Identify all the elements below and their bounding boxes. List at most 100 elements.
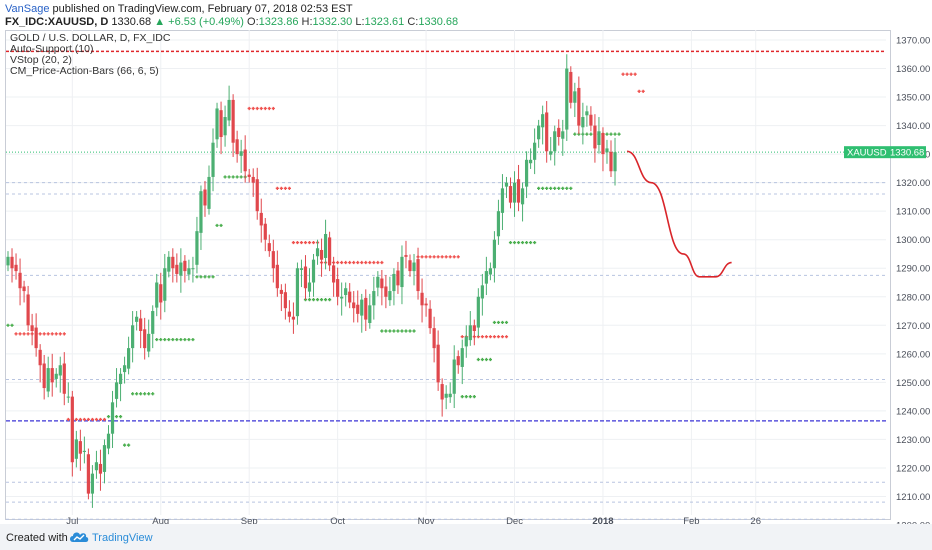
legend-price-action-bars[interactable]: CM_Price-Action-Bars (66, 6, 5) <box>10 65 159 77</box>
candle-up <box>597 131 601 145</box>
candle-up <box>496 211 501 237</box>
vstop-down-marker <box>372 260 376 265</box>
vstop-up-marker <box>524 240 529 245</box>
high-label: H: <box>301 16 313 28</box>
vstop-up-marker <box>512 240 517 245</box>
vstop-down-marker <box>336 260 340 265</box>
vstop-up-marker <box>392 329 396 333</box>
candle-down <box>609 151 613 172</box>
vstop-down-marker <box>50 332 54 336</box>
symbol-label: FX_IDC:XAUUSD, D <box>5 16 109 28</box>
vstop-up-marker <box>533 240 537 245</box>
candle-down <box>352 302 356 309</box>
candle-up <box>54 373 58 379</box>
candle-up <box>122 365 127 373</box>
candle-down <box>380 278 384 289</box>
candle-up <box>476 296 480 328</box>
vstop-up-marker <box>215 223 219 228</box>
candle-up <box>480 285 484 299</box>
candle-up <box>561 131 565 139</box>
vstop-up-marker <box>231 175 235 179</box>
tradingview-brand-link[interactable]: TradingView <box>92 532 153 544</box>
tradingview-cloud-icon[interactable] <box>68 529 90 545</box>
legend-auto-support[interactable]: Auto-Support (10) <box>10 43 94 55</box>
x-tick-label: Feb <box>683 516 699 527</box>
vstop-up-marker <box>199 275 203 279</box>
candle-down <box>456 356 460 366</box>
vstop-down-marker <box>311 240 316 245</box>
vstop-up-marker <box>10 323 14 327</box>
vstop-down-marker <box>62 332 66 336</box>
vstop-down-marker <box>66 417 70 422</box>
vstop-down-marker <box>90 417 95 422</box>
vstop-down-marker <box>38 332 42 336</box>
vstop-down-marker <box>74 417 78 422</box>
vstop-down-marker <box>255 106 259 111</box>
vstop-up-marker <box>135 392 139 396</box>
candle-down <box>408 260 412 272</box>
candle-down <box>593 125 597 149</box>
vstop-up-marker <box>484 357 488 362</box>
candle-up <box>392 273 396 292</box>
vstop-up-marker <box>609 132 613 136</box>
vstop-up-marker <box>384 329 388 333</box>
candle-down <box>86 454 90 494</box>
vstop-up-marker <box>187 337 191 342</box>
candle-up <box>372 291 376 306</box>
y-tick-label: 1280.00 <box>896 292 930 303</box>
vstop-up-marker <box>605 132 609 136</box>
candle-down <box>364 297 368 320</box>
vstop-down-marker <box>633 72 637 76</box>
vstop-up-marker <box>167 337 171 342</box>
vstop-up-marker <box>171 337 175 342</box>
vstop-down-marker <box>94 417 99 422</box>
vstop-up-marker <box>561 186 565 190</box>
y-tick-label: 1210.00 <box>896 492 930 503</box>
forecast-curve <box>626 150 732 278</box>
vstop-down-marker <box>307 240 312 245</box>
candle-up <box>315 248 320 257</box>
vstop-up-marker <box>159 337 163 342</box>
candle-up <box>360 299 364 316</box>
candle-up <box>344 288 348 296</box>
candle-up <box>448 393 452 398</box>
candle-up <box>227 99 231 121</box>
vstop-down-marker <box>352 260 356 265</box>
candle-down <box>183 260 187 272</box>
vstop-up-marker <box>147 392 151 396</box>
candle-down <box>472 325 476 331</box>
footer-bar: Created with TradingView <box>0 524 932 550</box>
candle-down <box>50 368 54 383</box>
author-link[interactable]: VanSage <box>5 3 50 15</box>
vstop-up-marker <box>118 414 123 419</box>
legend-vstop[interactable]: VStop (20, 2) <box>10 54 72 66</box>
candle-up <box>6 256 10 266</box>
vstop-down-marker <box>376 260 380 265</box>
candle-down <box>14 264 18 272</box>
candle-down <box>259 212 263 226</box>
candle-down <box>424 303 428 306</box>
vstop-down-marker <box>303 240 308 245</box>
candle-down <box>336 279 340 297</box>
vstop-up-marker <box>311 298 316 302</box>
vstop-up-marker <box>504 320 509 325</box>
candle-down <box>219 110 223 137</box>
vstop-down-marker <box>496 335 501 339</box>
vstop-up-marker <box>106 414 111 419</box>
vstop-down-marker <box>299 240 304 245</box>
vstop-up-marker <box>155 337 159 342</box>
y-tick-label: 1320.00 <box>896 178 930 189</box>
candle-down <box>243 149 247 172</box>
price-tag-box <box>844 146 926 159</box>
candle-down <box>416 259 420 292</box>
vstop-up-marker <box>496 320 501 325</box>
y-tick-label: 1350.00 <box>896 93 930 104</box>
candle-down <box>589 114 593 126</box>
candle-up <box>388 291 392 301</box>
vstop-up-marker <box>151 392 155 396</box>
y-tick-label: 1370.00 <box>896 36 930 47</box>
candle-down <box>171 256 175 269</box>
candle-down <box>70 396 74 463</box>
vstop-up-marker <box>460 395 464 399</box>
